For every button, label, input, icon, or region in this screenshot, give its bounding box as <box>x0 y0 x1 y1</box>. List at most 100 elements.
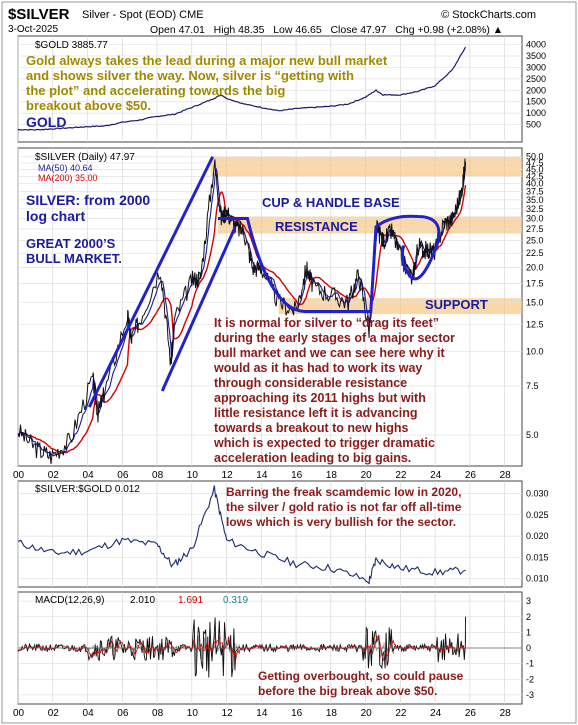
macd-legend-hist: 0.319 <box>223 595 248 606</box>
macd-signal-line <box>17 634 466 663</box>
silver-y-tick: 47.5 <box>526 158 544 168</box>
bull-market-label-line: BULL MARKET. <box>26 251 122 266</box>
silver-annotation-line: during the early stages of a major secto… <box>214 331 455 345</box>
gold-annotation-line: and shows silver the way. Now, silver is… <box>26 68 354 83</box>
ratio-annotation: Barring the freak scamdemic low in 2020,… <box>226 485 462 529</box>
silver-annotation-line: bull market and we can see here why it <box>214 346 445 360</box>
top-resistance-band <box>210 156 522 177</box>
silver-log-label: SILVER: from 2000 log chart <box>26 192 150 224</box>
bull-trendline-upper <box>87 156 214 408</box>
macd-y-tick: -1 <box>526 659 534 669</box>
gold-price-line <box>18 46 467 131</box>
x-axis-tick: 18 <box>326 470 338 481</box>
x-axis-tick: 14 <box>256 470 268 481</box>
panel-frame <box>17 480 523 588</box>
x-axis-tick: 24 <box>430 708 442 719</box>
macd-y-tick: -2 <box>526 674 534 684</box>
ratio-y-tick: 0.025 <box>526 510 549 520</box>
silver-y-tick: 42.5 <box>526 171 544 181</box>
macd-line <box>17 616 466 678</box>
ma200-legend: MA(200) 35.00 <box>38 173 98 183</box>
x-axis-tick: 08 <box>152 470 164 481</box>
resistance-label: RESISTANCE <box>275 219 358 234</box>
x-axis-tick: 10 <box>187 708 199 719</box>
gold-legend: $GOLD 3885.77 <box>35 40 108 51</box>
gold-label: GOLD <box>26 114 66 130</box>
bull-market-label-line: GREAT 2000’S <box>26 236 116 251</box>
silver-y-tick: 20.0 <box>526 262 544 272</box>
x-axis-tick: 02 <box>48 470 60 481</box>
ohlc-stats: Open 47.01 High 48.35 Low 46.65 Close 47… <box>150 24 503 36</box>
x-axis-tick: 22 <box>395 470 407 481</box>
silver-y-tick: 32.5 <box>526 204 544 214</box>
silver-y-tick: 37.5 <box>526 187 544 197</box>
silver-log-label-line: log chart <box>26 208 85 224</box>
ratio-y-tick: 0.010 <box>526 574 549 584</box>
x-axis-tick: 02 <box>48 708 60 719</box>
silver-y-tick: 10.0 <box>526 346 544 356</box>
macd-y-tick: 3 <box>526 596 531 606</box>
cup-handle-outline <box>217 214 441 313</box>
bull-market-label: GREAT 2000’S BULL MARKET. <box>26 236 122 266</box>
x-axis-tick: 00 <box>13 708 25 719</box>
macd-y-tick: 1 <box>526 627 531 637</box>
ratio-panel: 0.030 0.025 0.020 0.015 0.010 <box>17 485 549 585</box>
gold-y-tick: 2500 <box>526 74 546 84</box>
macd-annotation: Getting overbought, so could pause befor… <box>258 669 464 698</box>
stat-change: Chg +0.98 (+2.08%) ▲ <box>395 24 504 36</box>
silver-y-tick: 17.5 <box>526 279 544 289</box>
stat-open: Open 47.01 <box>150 24 205 36</box>
silver-annotation-line: approaching its 2011 highs but with <box>214 391 426 405</box>
macd-panel: 3 2 1 0 -1 -2 -3 <box>17 596 534 700</box>
x-axis-tick: 08 <box>152 708 164 719</box>
silver-y-tick: 40.0 <box>526 179 544 189</box>
silver-y-tick: 12.5 <box>526 319 544 329</box>
x-axis-tick: 12 <box>222 708 234 719</box>
silver-y-tick: 35.0 <box>526 195 544 205</box>
silver-price-line <box>17 158 466 465</box>
stat-high: High 48.35 <box>213 24 265 36</box>
ratio-y-tick: 0.030 <box>526 489 549 499</box>
silver-y-tick: 27.5 <box>526 224 544 234</box>
x-axis-tick: 26 <box>465 708 477 719</box>
gold-y-tick: 3500 <box>526 51 546 61</box>
macd-legend-label: MACD(12,26,9) <box>35 595 104 606</box>
silver-y-tick: 45.0 <box>526 164 544 174</box>
x-axis-tick: 20 <box>361 470 373 481</box>
ratio-line <box>17 485 466 585</box>
macd-y-tick: 2 <box>526 612 531 622</box>
gold-y-tick: 1500 <box>526 97 546 107</box>
gold-annotation-line: Gold always takes the lead during a majo… <box>26 53 388 68</box>
macd-annotation-line: before the big break above $50. <box>258 684 437 698</box>
silver-y-tick: 25.0 <box>526 236 544 246</box>
silver-annotation-line: towards a breakout to new highs <box>214 421 409 435</box>
x-axis-tick: 18 <box>326 708 338 719</box>
x-axis-tick: 26 <box>465 470 477 481</box>
gold-y-tick: 4000 <box>526 40 546 50</box>
x-axis: 00 02 04 06 08 10 12 14 16 18 20 22 24 26 28 00 02 04 06 08… <box>13 470 511 719</box>
silver-annotation-line: acceleration leading to big gains. <box>214 451 411 465</box>
ma50-legend: MA(50) 40.64 <box>38 163 93 173</box>
chart-subtitle: Silver - Spot (EOD) CME <box>82 9 204 21</box>
silver-annotation-line: It is normal for silver to “drag its fee… <box>214 316 439 330</box>
silver-legend: $SILVER (Daily) 47.97 <box>35 152 135 163</box>
silver-y-tick: 5.0 <box>526 430 539 440</box>
silver-annotation: It is normal for silver to “drag its fee… <box>213 316 455 465</box>
ratio-annotation-line: Barring the freak scamdemic low in 2020, <box>226 485 461 499</box>
silver-y-tick: 15.0 <box>526 297 544 307</box>
gold-y-tick: 2000 <box>526 85 546 95</box>
silver-y-tick: 22.5 <box>526 248 544 258</box>
silver-y-tick: 30.0 <box>526 213 544 223</box>
gold-annotation: Gold always takes the lead during a majo… <box>26 53 388 113</box>
support-label: SUPPORT <box>425 297 488 312</box>
stat-low: Low 46.65 <box>273 24 322 36</box>
resistance-band <box>217 216 523 234</box>
gold-annotation-line: breakout above $50. <box>26 98 151 113</box>
x-axis-tick: 06 <box>117 708 129 719</box>
x-axis-tick: 22 <box>395 708 407 719</box>
x-axis-tick: 16 <box>291 708 303 719</box>
silver-log-label-line: SILVER: from 2000 <box>26 192 150 208</box>
ratio-legend: $SILVER:$GOLD 0.012 <box>35 484 140 495</box>
